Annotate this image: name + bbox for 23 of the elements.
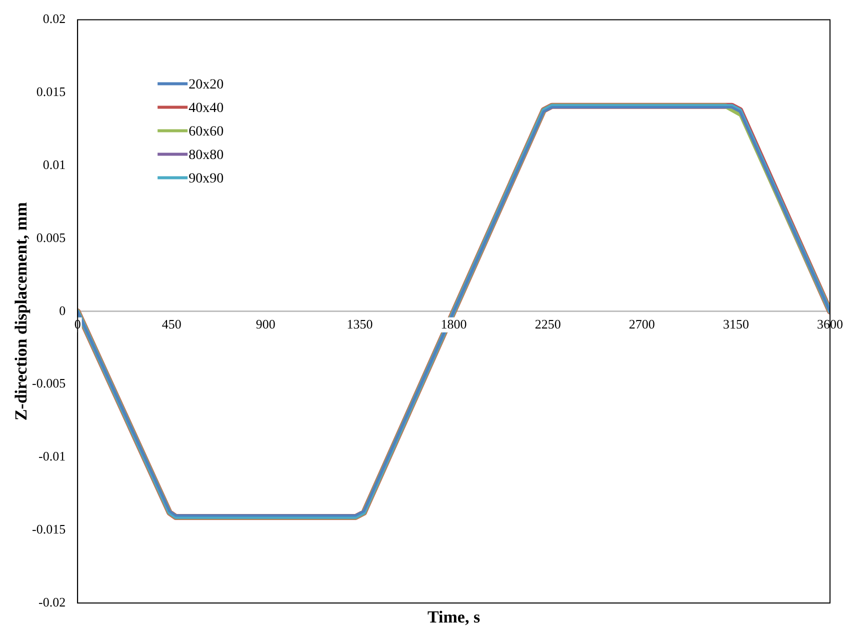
y-tick-label: 0.005: [36, 230, 66, 245]
y-tick-label: 0.015: [36, 84, 66, 100]
y-tick-label: -0.015: [32, 522, 66, 537]
x-tick-label: 3150: [722, 316, 749, 332]
x-tick-label: 1800: [440, 316, 467, 332]
x-tick-label: 2700: [628, 316, 655, 332]
x-tick-label: 2250: [534, 316, 561, 332]
legend-label: 90x90: [188, 171, 224, 186]
legend-label: 80x80: [188, 148, 224, 163]
y-axis-title: Z-direction displacement, mm: [11, 202, 30, 421]
y-tick-label: -0.005: [32, 376, 66, 391]
legend-label: 40x40: [188, 100, 224, 116]
x-tick-label: 1350: [346, 316, 373, 332]
y-tick-label: -0.01: [38, 448, 66, 464]
y-tick-label: 0.02: [42, 11, 66, 26]
y-tick-label: 0.01: [42, 157, 66, 172]
x-tick-label: 900: [256, 316, 276, 332]
y-tick-label: -0.02: [38, 594, 66, 610]
y-tick-label: 0: [59, 302, 66, 318]
legend-label: 60x60: [188, 124, 224, 140]
x-axis-title: Time, s: [428, 607, 480, 626]
x-tick-label: 450: [162, 316, 182, 332]
legend-label: 20x20: [188, 77, 224, 92]
